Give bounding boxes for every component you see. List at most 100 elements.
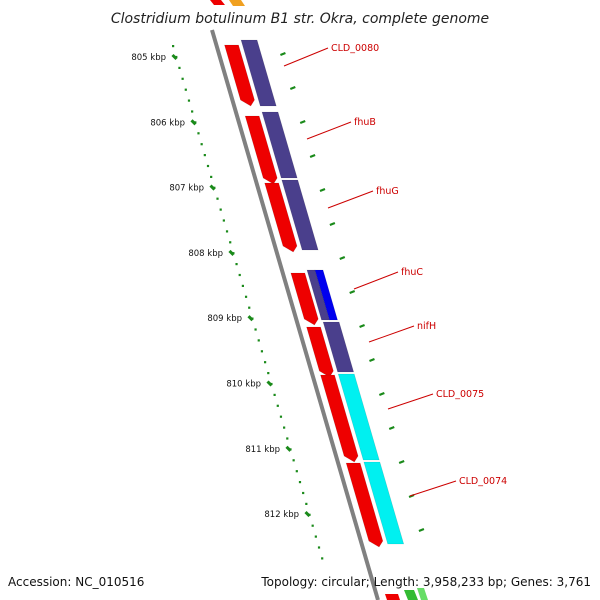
gene-feature [363, 461, 405, 545]
partial-feature-bottom-red [385, 594, 400, 600]
scale-tick [190, 119, 197, 126]
outer-ruler-tick [398, 459, 405, 465]
scale-dot [225, 230, 229, 233]
gene-labels: CLD_0080 fhuB fhuG fhuC nifH CLD_0075 CLD_0074 [283, 43, 507, 497]
scale-dot [317, 546, 321, 549]
scale-dot [219, 208, 222, 211]
scale-dot [191, 110, 194, 113]
accession-text: Accession: NC_010516 [8, 575, 144, 589]
scale-tick [304, 511, 311, 518]
gene-label-nifh: nifH [417, 321, 436, 332]
cds-arrow [306, 326, 334, 378]
scale-dot [311, 524, 314, 527]
cds-arrow [320, 374, 359, 463]
outer-ruler-tick [309, 153, 316, 159]
cds-arrow [345, 462, 384, 548]
scale-tick [209, 184, 216, 191]
scale-tick [247, 315, 254, 322]
cds-arrow [264, 182, 298, 253]
scale-dot [222, 219, 225, 222]
gene-label-fhuc: fhuC [401, 267, 423, 278]
scale-dot [181, 77, 184, 80]
gene-leader-line [409, 480, 457, 497]
partial-feature-bottom-green [404, 590, 418, 600]
scale-dot [241, 284, 244, 287]
outer-ruler-tick [359, 323, 365, 329]
scale-dot [321, 557, 324, 560]
scale-dot [210, 175, 213, 178]
gene-feature [337, 373, 380, 461]
outer-ruler-tick [289, 85, 296, 91]
scale-dot [206, 164, 210, 168]
scale-dot [203, 154, 206, 157]
gene-label-fhub: fhuB [354, 117, 376, 128]
gene-feature [322, 321, 355, 373]
gene-leader-line [353, 271, 399, 290]
scale-dot [244, 295, 248, 298]
outer-ruler-tick [349, 289, 356, 295]
scale-dot [302, 491, 305, 495]
partial-feature-bottom-green2 [417, 588, 428, 600]
scale-dot [260, 350, 264, 353]
scale-dot [172, 45, 175, 48]
partial-feature-top-orange [229, 0, 245, 6]
outer-ruler-tick [369, 357, 375, 363]
scale-dot [248, 306, 251, 309]
genome-title: Clostridium botulinum B1 str. Okra, comp… [111, 11, 489, 27]
gene-feature [281, 179, 319, 251]
scale-tick-label: 809 kbp [207, 314, 242, 324]
outer-ruler-tick [378, 391, 385, 397]
scale-dot [184, 88, 187, 91]
gene-leader-line [283, 47, 329, 67]
outer-ruler-tick [339, 255, 346, 261]
outer-ruler-tick [280, 51, 286, 57]
scale-dot [298, 481, 302, 484]
scale-dot [178, 66, 181, 69]
scale-dot [286, 437, 289, 440]
scale-dot [292, 459, 295, 462]
partial-feature-top-red [210, 0, 225, 5]
scale-dot [263, 361, 267, 364]
scale-tick-label: 811 kbp [245, 445, 280, 455]
genome-backbone [210, 29, 380, 600]
scale-tick [171, 53, 178, 61]
scale-dot [254, 328, 257, 331]
scale-tick [266, 380, 273, 387]
gene-label-fhug: fhuG [376, 186, 399, 197]
outer-ruler-tick [418, 527, 425, 533]
gene-feature-fhuc [314, 269, 338, 321]
cds-track [224, 44, 384, 548]
scale-dot [197, 132, 200, 135]
scale-dot [276, 404, 279, 407]
scale-tick-label: 806 kbp [150, 118, 185, 128]
cds-arrow [290, 272, 319, 326]
outer-ruler-tick [319, 187, 326, 193]
scale-dot [283, 426, 286, 429]
scale-dot [187, 99, 191, 102]
gene-track [240, 39, 405, 545]
outer-ruler-tick [299, 119, 306, 125]
cds-arrow [224, 44, 255, 107]
gene-leader-line [368, 325, 415, 343]
gene-leader-line [387, 393, 434, 410]
scale-tick-label: 810 kbp [226, 380, 261, 390]
scale-tick [228, 249, 235, 256]
cds-arrow [244, 115, 278, 185]
gene-label-cld_0074: CLD_0074 [459, 476, 507, 487]
scale-dot [216, 197, 219, 200]
scale-dot [200, 143, 203, 146]
scale-tick-label: 808 kbp [188, 249, 223, 259]
gene-label-cld_0075: CLD_0075 [436, 389, 484, 400]
scale-dot [229, 241, 232, 244]
gene-leader-line [306, 121, 352, 140]
gene-label-cld_0080: CLD_0080 [331, 43, 379, 54]
scale-dot [235, 263, 238, 266]
scale-dot [314, 535, 317, 538]
scale-dot [238, 273, 241, 277]
outer-ruler-tick [388, 425, 395, 431]
scale-tick-label: 807 kbp [169, 184, 204, 194]
gene-feature [261, 111, 298, 179]
scale-dot [279, 415, 283, 418]
scale-tick-label: 812 kbp [264, 510, 299, 520]
